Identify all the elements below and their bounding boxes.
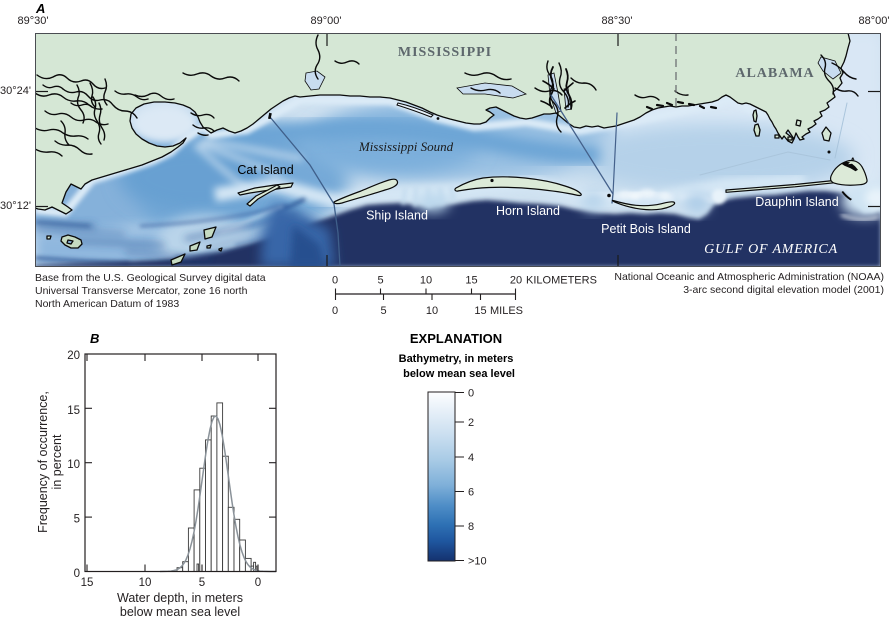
svg-text:10: 10 [67, 459, 80, 471]
svg-text:0: 0 [332, 305, 338, 317]
svg-text:8: 8 [468, 521, 474, 533]
svg-text:5: 5 [199, 577, 205, 589]
svg-text:0: 0 [255, 577, 261, 589]
svg-text:ALABAMA: ALABAMA [735, 66, 814, 81]
svg-text:0: 0 [74, 568, 80, 580]
svg-text:Cat Island: Cat Island [237, 163, 293, 177]
svg-text:20: 20 [510, 275, 522, 287]
svg-text:Horn Island: Horn Island [496, 204, 560, 218]
svg-text:Petit Bois Island: Petit Bois Island [601, 222, 691, 236]
svg-text:Dauphin Island: Dauphin Island [755, 195, 838, 209]
svg-text:0: 0 [468, 388, 474, 400]
svg-text:10: 10 [420, 275, 432, 287]
svg-text:4: 4 [468, 452, 474, 464]
svg-text:5: 5 [74, 514, 80, 526]
svg-text:GULF OF AMERICA: GULF OF AMERICA [704, 242, 838, 257]
svg-text:MILES: MILES [490, 305, 523, 317]
svg-text:15: 15 [474, 305, 486, 317]
svg-text:MISSISSIPPI: MISSISSIPPI [398, 45, 492, 60]
svg-text:5: 5 [380, 305, 386, 317]
svg-text:5: 5 [377, 275, 383, 287]
svg-text:15: 15 [465, 275, 477, 287]
svg-text:15: 15 [67, 405, 80, 417]
svg-text:Mississippi Sound: Mississippi Sound [358, 139, 454, 154]
svg-text:10: 10 [139, 577, 152, 589]
svg-text:Ship Island: Ship Island [366, 209, 428, 223]
svg-text:6: 6 [468, 487, 474, 499]
svg-text:KILOMETERS: KILOMETERS [526, 275, 597, 287]
svg-text:20: 20 [67, 350, 80, 362]
svg-text:2: 2 [468, 417, 474, 429]
svg-text:>10: >10 [468, 556, 487, 567]
svg-text:0: 0 [332, 275, 338, 287]
svg-text:15: 15 [81, 577, 94, 589]
svg-text:10: 10 [426, 305, 438, 317]
